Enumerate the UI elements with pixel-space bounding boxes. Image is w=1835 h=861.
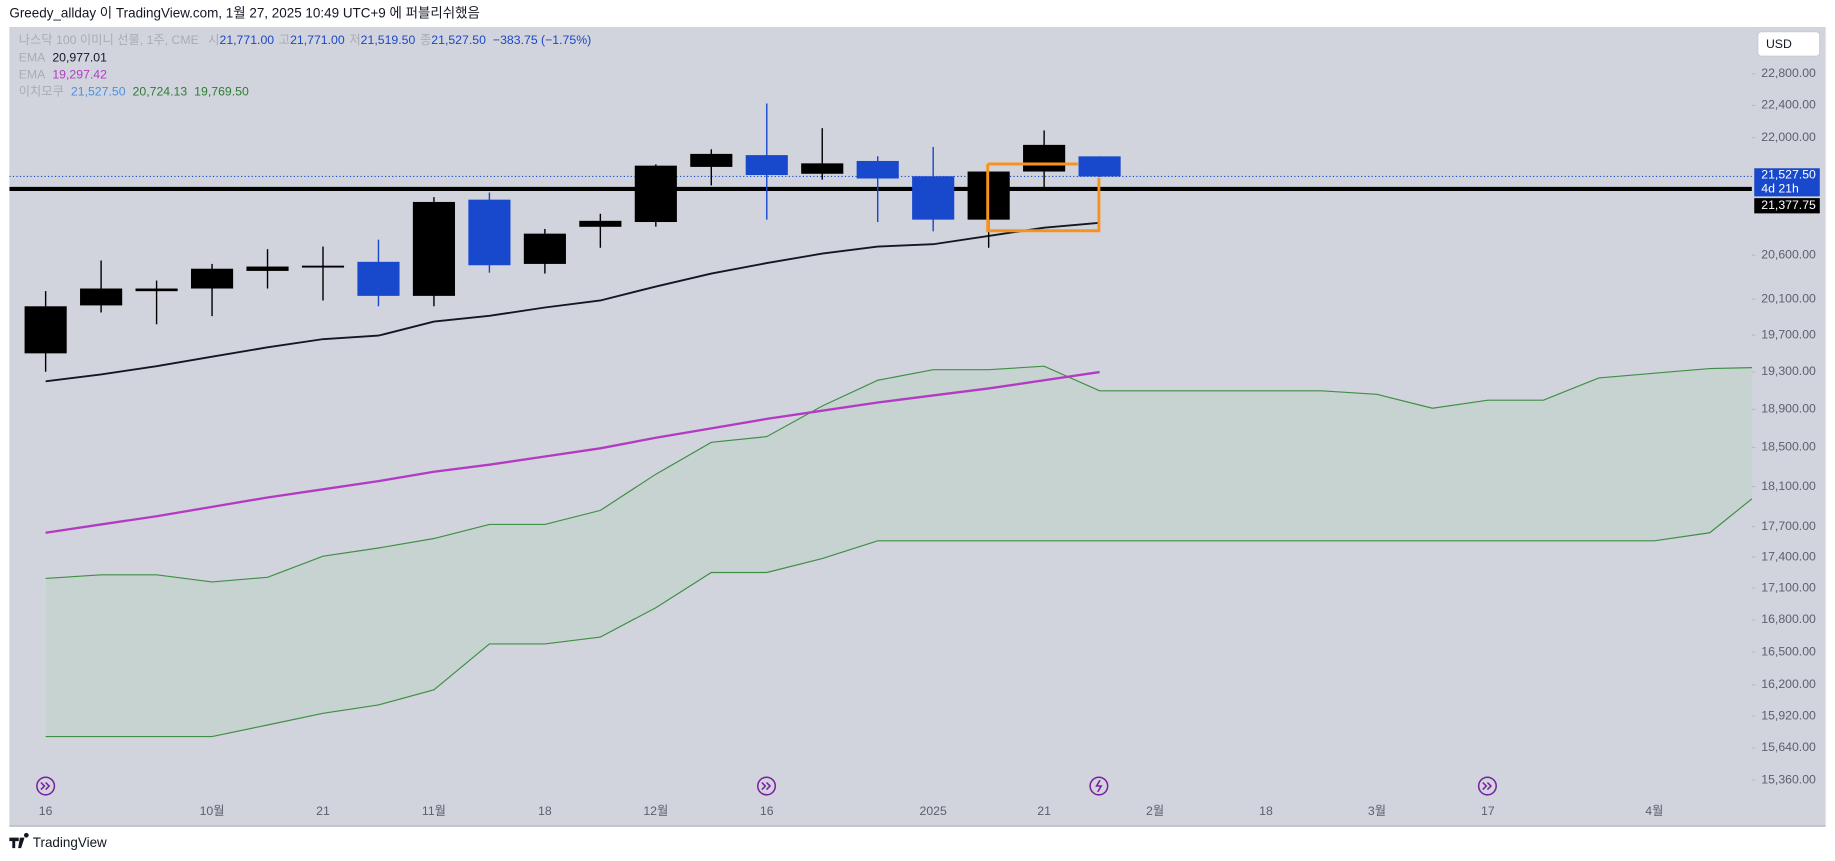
y-tick-label: 22,400.00 <box>1761 98 1816 112</box>
x-tick-label: 18 <box>538 804 552 818</box>
candle-body <box>412 201 456 296</box>
candle-body <box>190 268 234 289</box>
candle-body <box>912 176 955 220</box>
drawing <box>986 162 1101 233</box>
candle-body <box>690 153 733 167</box>
y-tick-label: 17,700.00 <box>1761 519 1816 533</box>
legend-symbol: 나스닥 100 이미니 선물, 1주, CME <box>19 33 199 47</box>
y-tick-label: 15,920.00 <box>1761 708 1816 722</box>
x-tick-label: 11월 <box>422 804 446 818</box>
x-tick-label: 12월 <box>643 804 668 818</box>
y-tick-label: 22,000.00 <box>1761 130 1816 144</box>
x-tick-label: 10월 <box>200 804 225 818</box>
plot <box>9 103 1752 738</box>
y-tick-label: 18,100.00 <box>1761 479 1816 493</box>
x-tick-label: 16 <box>760 804 774 818</box>
candle-body <box>745 155 788 176</box>
y-tick-label: 16,500.00 <box>1761 644 1816 658</box>
y-tick-label: 18,900.00 <box>1761 401 1816 415</box>
indicator-name: EMA <box>19 51 46 65</box>
candle-body <box>579 220 622 227</box>
x-tick-label: 2025 <box>920 804 947 818</box>
y-tick-label: 20,600.00 <box>1761 247 1816 261</box>
ema-line <box>45 370 1100 534</box>
cloud-upper <box>45 365 1752 583</box>
ohlc-key: 시 <box>208 33 219 47</box>
header: Greedy_allday 이 TradingView.com, 1월 27, … <box>9 6 480 21</box>
y-tick-label: 15,360.00 <box>1761 772 1816 786</box>
legend-row: 이치모쿠 21,527.50 20,724.13 19,769.50 <box>19 85 249 99</box>
candle-body <box>856 160 899 179</box>
candle-body <box>634 165 677 223</box>
candle-body <box>1078 156 1121 177</box>
x-tick-label: 21 <box>316 804 330 818</box>
candle-body <box>523 233 566 264</box>
indicator-value: 19,297.42 <box>52 68 107 82</box>
indicator-name: EMA <box>19 68 46 82</box>
indicator-value: 20,977.01 <box>52 51 107 65</box>
legend-row: EMA 19,297.42 <box>19 68 107 82</box>
ohlc-value: 21,771.00 <box>290 33 345 47</box>
countdown: 4d 21h <box>1761 182 1799 196</box>
footer-logo <box>9 832 29 849</box>
y-tick-label: 19,300.00 <box>1761 364 1816 378</box>
ohlc-key: 고 <box>279 33 290 47</box>
x-tick-label: 18 <box>1259 804 1273 818</box>
last-price-box <box>1754 168 1820 197</box>
cloud-lower <box>45 498 1752 738</box>
candle-body <box>357 261 400 296</box>
y-tick-label: 16,800.00 <box>1761 612 1816 626</box>
candle-body <box>1023 144 1066 172</box>
ohlc-key: 종 <box>420 33 431 47</box>
x-tick-label: 4월 <box>1645 804 1663 818</box>
x-tick-label: 16 <box>39 804 53 818</box>
y-tick-label: 17,100.00 <box>1761 580 1816 594</box>
change: −383.75 (−1.75%) <box>493 33 591 47</box>
y-tick-label: 15,640.00 <box>1761 740 1816 754</box>
hline-box <box>1754 198 1820 214</box>
x-tick-label: 17 <box>1481 804 1495 818</box>
y-tick-label: 16,200.00 <box>1761 677 1816 691</box>
ohlc-value: 21,519.50 <box>361 33 416 47</box>
candle-body <box>80 288 123 306</box>
cloud-fill <box>45 366 1752 737</box>
candle-body <box>135 288 178 292</box>
candle-body <box>246 266 289 271</box>
indicator-value: 21,527.50 <box>71 85 126 99</box>
indicator-value: 20,724.13 <box>133 85 188 99</box>
y-tick-label: 18,500.00 <box>1761 440 1816 454</box>
last-price-label: 21,527.50 <box>1761 168 1816 182</box>
y-tick-label: 22,800.00 <box>1761 66 1816 80</box>
footer-brand: TradingView <box>33 835 107 850</box>
candle-body <box>801 163 844 174</box>
legend-row: EMA 20,977.01 <box>19 51 107 65</box>
indicator-name: 이치모쿠 <box>19 85 64 99</box>
ohlc-value: 21,527.50 <box>431 33 486 47</box>
legend-row: 나스닥 100 이미니 선물, 1주, CME 시21,771.00 고21,771… <box>19 33 591 47</box>
event-icons <box>36 776 1497 796</box>
candle-body <box>24 306 67 354</box>
y-tick-label: 20,100.00 <box>1761 291 1816 305</box>
ohlc-value: 21,771.00 <box>219 33 274 47</box>
candle-body <box>468 199 511 266</box>
hline-label: 21,377.75 <box>1761 198 1816 212</box>
y-tick-label: 17,400.00 <box>1761 549 1816 563</box>
x-tick-label: 3월 <box>1368 804 1386 818</box>
y-tick-label: 19,700.00 <box>1761 327 1816 341</box>
currency-box[interactable] <box>1757 31 1821 57</box>
currency[interactable]: USD <box>1766 37 1792 51</box>
x-tick-label: 21 <box>1037 804 1051 818</box>
ohlc-key: 저 <box>349 33 360 47</box>
candle-body <box>301 265 345 268</box>
indicator-value: 19,769.50 <box>194 85 249 99</box>
x-tick-label: 2월 <box>1146 804 1164 818</box>
ema-line <box>45 221 1100 383</box>
